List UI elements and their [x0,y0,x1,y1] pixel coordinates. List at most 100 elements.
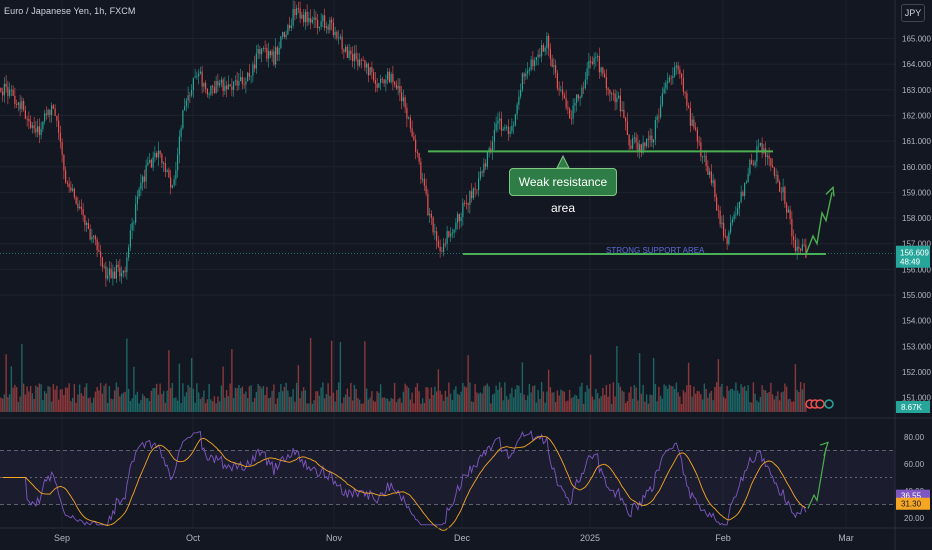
candle-body [584,79,586,88]
candle-body [621,109,623,112]
candle-body [544,47,546,52]
volume-bar [159,383,161,412]
volume-bar [325,394,328,412]
candle-body [297,8,299,10]
volume-bar [747,385,749,412]
candle-body [269,51,271,56]
volume-bar [631,398,634,412]
volume-bar [591,396,594,412]
candle-body [131,223,133,231]
volume-bar [560,389,562,412]
last-price-badge[interactable] [896,245,930,268]
rsi-line[interactable] [2,429,807,526]
volume-bar [381,397,384,412]
volume-bar [231,349,233,412]
price-pane[interactable] [0,0,807,287]
candle-body [40,128,42,136]
candle-body [385,79,387,84]
candle-body [66,182,68,184]
candle-body [504,127,506,129]
candle-body [453,229,455,233]
volume-bar [50,401,53,412]
volume-bar [147,398,149,412]
candle-body [404,97,406,108]
rsi-projection-arrow[interactable] [807,447,827,509]
candle-body [313,17,315,20]
volume-bar [535,402,538,412]
volume-bar [280,384,282,412]
candle-body [271,51,273,56]
candle-body [563,95,565,99]
candle-body [14,95,16,105]
volume-bar [652,357,655,412]
event-marker[interactable] [815,399,825,409]
volume-bar [383,397,385,412]
candle-body [35,128,37,133]
candle-body [409,117,411,129]
volume-bar [337,382,340,412]
volume-bar [409,399,412,412]
candle-body [3,83,5,96]
volume-bar [700,393,702,412]
volume-bar [283,386,286,412]
candle-body [420,161,422,180]
candle-body [278,48,280,55]
volume-bar [388,401,391,412]
candle-body [483,163,485,173]
volume-bar [0,397,2,412]
volume-bar [175,397,177,412]
currency-button[interactable]: JPY [901,4,925,22]
candle-body [595,56,597,58]
resistance-annotation[interactable]: Weak resistance area [509,168,617,215]
drawing-shapes[interactable] [0,150,895,509]
volume-bar [621,390,623,412]
candle-body [96,239,98,251]
candle-body [357,59,359,66]
price-projection-arrow[interactable] [805,192,833,255]
candle-body [591,62,593,64]
event-marker[interactable] [824,399,834,409]
volume-bar [43,391,46,412]
candle-body [677,65,679,70]
candle-body [45,113,47,116]
volume-bar [369,397,371,412]
volume-bar [344,394,347,412]
candle-body [145,165,147,182]
candle-body [388,71,390,83]
candle-body [394,81,396,85]
candle-body [227,84,229,90]
volume-bar [287,390,289,412]
volume-bar [686,385,688,412]
candle-body [779,182,781,192]
candle-body [149,159,151,163]
volume-bar [108,386,111,412]
candle-body [119,267,121,277]
volume-bar [126,338,128,412]
candle-body [170,177,172,188]
candle-body [30,121,32,128]
volume-bar [584,391,587,412]
volume-bar [525,400,527,412]
candle-body [565,98,567,108]
rsi-ma-line[interactable] [2,435,807,531]
volume-bar [577,399,580,412]
y-tick-label: 156.000 [902,265,931,274]
candle-body [765,148,767,157]
volume-bar [756,400,758,412]
volume-bar [26,386,28,412]
volume-bar [616,346,618,412]
support-annotation[interactable]: STRONG SUPPORT AREA [606,246,705,255]
candle-body [56,115,58,121]
rsi-tick-label: 80.00 [904,433,925,442]
candle-body [497,120,499,124]
y-tick-label: 163.000 [902,86,931,95]
volume-bar [273,384,275,412]
candle-body [217,81,219,86]
rsi-pane[interactable] [0,429,895,531]
symbol-title[interactable]: Euro / Japanese Yen, 1h, FXCM [4,6,136,16]
candle-body [486,152,488,167]
candle-body [44,113,46,122]
candle-body [635,137,637,143]
candle-body [255,53,257,69]
